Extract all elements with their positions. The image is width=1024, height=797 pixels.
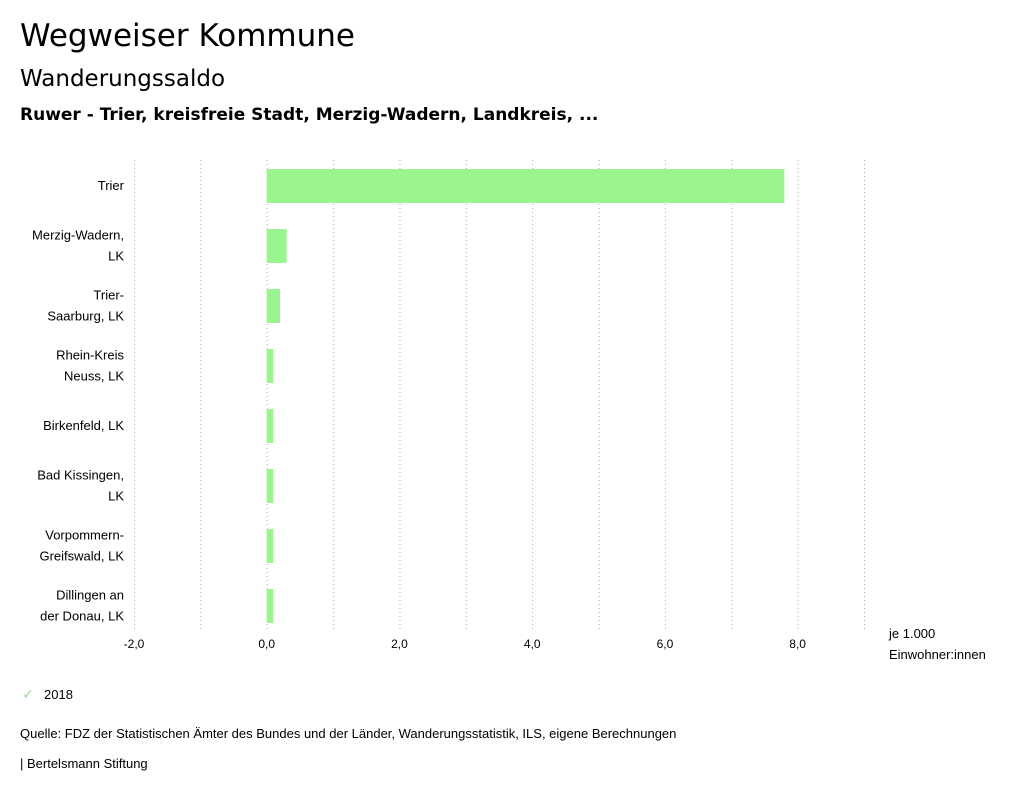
bar xyxy=(266,589,274,623)
x-tick-label: 6,0 xyxy=(657,637,674,651)
bar-chart: -2,0 0,0 2,0 4,0 6,0 8,0 je 1.000 Einwohner:inn… xyxy=(32,160,986,662)
source-note: Quelle: FDZ der Statistischen Ämter des … xyxy=(20,726,677,741)
legend-item-2018[interactable]: ✓ 2018 xyxy=(20,686,73,703)
bar xyxy=(266,169,785,203)
bar xyxy=(266,349,274,383)
category-label: Neuss, LK xyxy=(64,369,124,384)
bar xyxy=(266,409,274,443)
category-label: Rhein-Kreis xyxy=(56,348,124,363)
category-label: Trier xyxy=(98,178,125,193)
x-tick-label: 2,0 xyxy=(391,637,408,651)
x-tick-label: 8,0 xyxy=(789,637,806,651)
category-label: LK xyxy=(108,249,124,264)
x-tick-label: -2,0 xyxy=(124,637,145,651)
bar xyxy=(266,289,280,323)
x-tick-label: 0,0 xyxy=(258,637,275,651)
x-tick-label: 4,0 xyxy=(524,637,541,651)
chart-subtitle: Wanderungssaldo xyxy=(20,66,226,92)
category-label: Vorpommern- xyxy=(45,528,124,543)
category-label: Bad Kissingen, xyxy=(37,468,124,483)
check-icon: ✓ xyxy=(22,686,34,702)
category-label: Merzig-Wadern, xyxy=(32,228,124,243)
category-label: Saarburg, LK xyxy=(47,309,124,324)
bar xyxy=(266,529,274,563)
region-selection: Ruwer - Trier, kreisfreie Stadt, Merzig-… xyxy=(20,105,599,125)
credit-note: | Bertelsmann Stiftung xyxy=(20,756,148,771)
category-label: LK xyxy=(108,489,124,504)
legend-label: 2018 xyxy=(44,687,73,702)
category-label: Dillingen an xyxy=(56,588,124,603)
bar xyxy=(266,229,287,263)
chart-title: Wegweiser Kommune xyxy=(20,18,355,54)
category-label: Greifswald, LK xyxy=(39,549,124,564)
x-axis-label: je 1.000 xyxy=(888,626,935,641)
category-label: der Donau, LK xyxy=(40,609,124,624)
category-label: Trier- xyxy=(93,288,124,303)
bar xyxy=(266,469,274,503)
category-label: Birkenfeld, LK xyxy=(43,418,124,433)
x-axis-label: Einwohner:innen xyxy=(889,647,986,662)
